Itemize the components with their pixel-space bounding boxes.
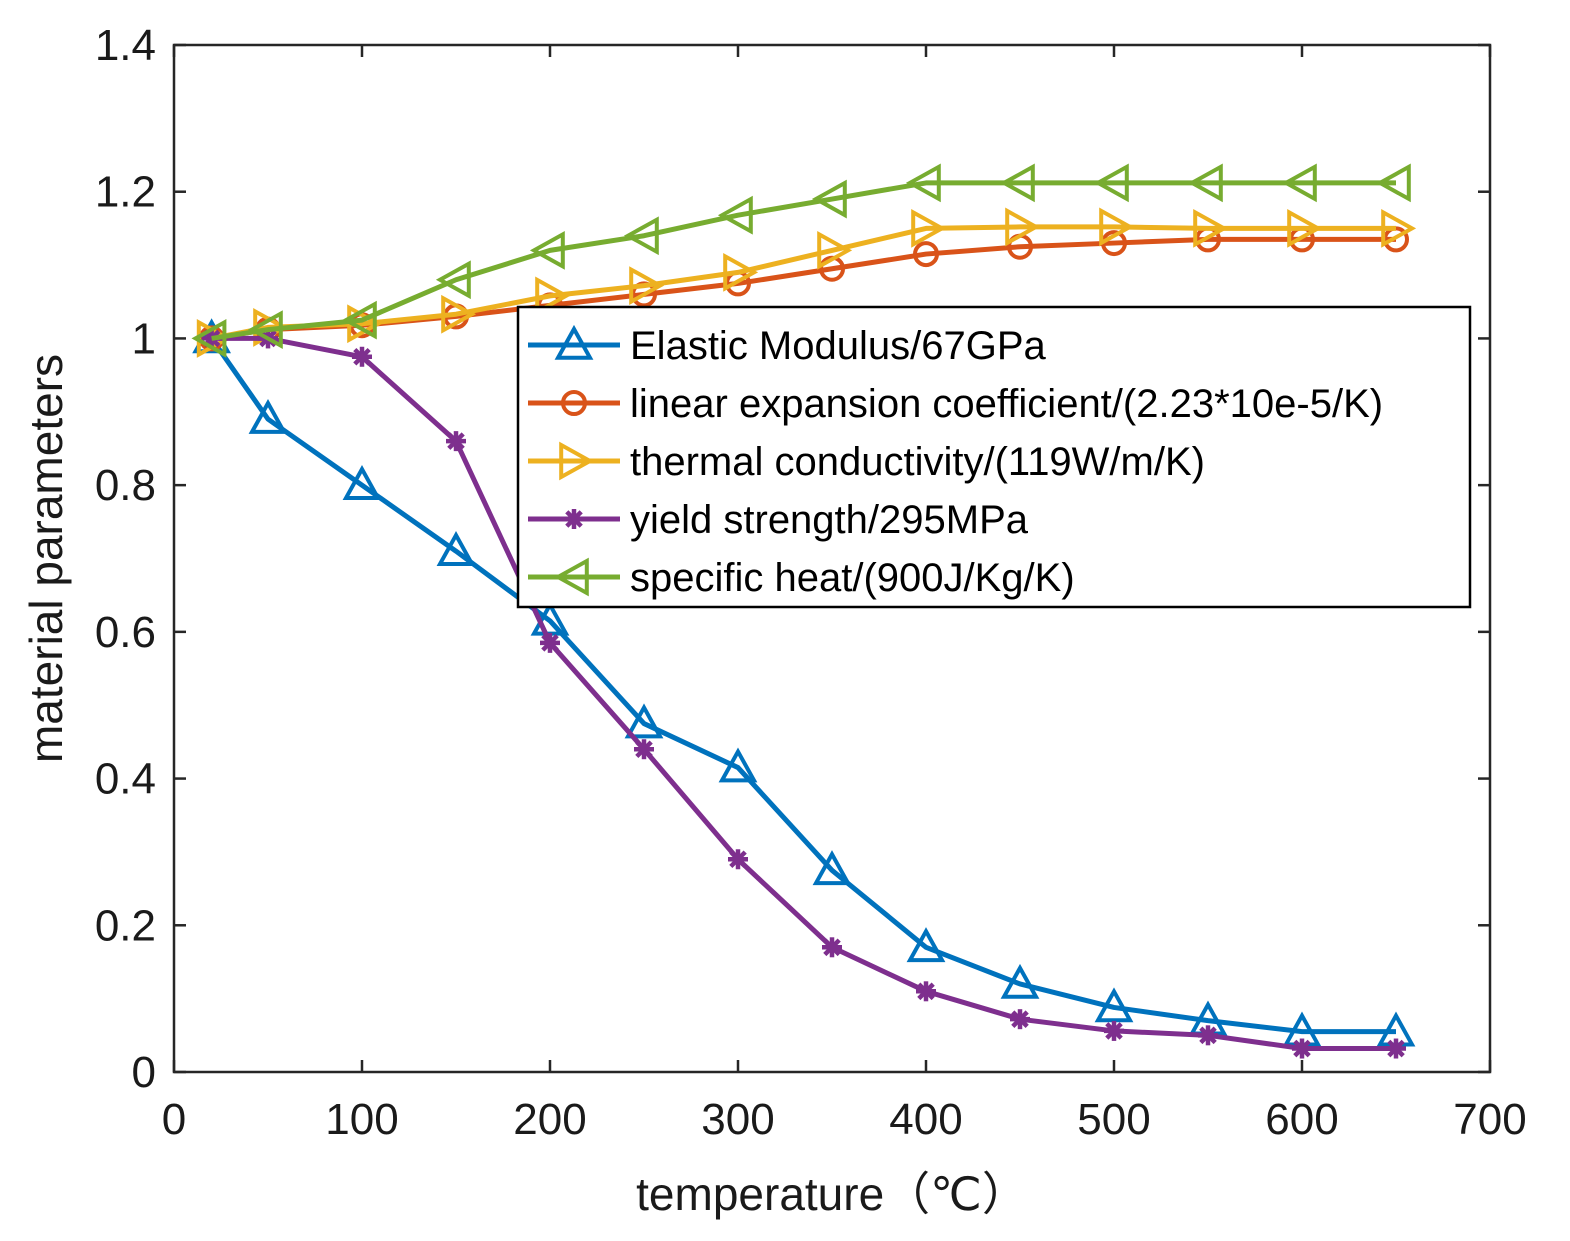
data-point bbox=[248, 399, 288, 434]
plot-frame bbox=[172, 43, 1492, 1074]
x-tick-label: 500 bbox=[1077, 1095, 1150, 1144]
legend-item: specific heat/(900J/Kg/K) bbox=[528, 556, 1075, 600]
data-point bbox=[1386, 1038, 1406, 1059]
legend-box bbox=[516, 305, 1472, 609]
series-layer bbox=[191, 163, 1417, 1059]
data-point bbox=[916, 981, 936, 1002]
data-point bbox=[634, 739, 654, 760]
y-tick-label: 0 bbox=[132, 1048, 156, 1097]
legend-swatch-marker bbox=[561, 390, 587, 416]
data-point bbox=[822, 937, 842, 958]
legend-label: thermal conductivity/(119W/m/K) bbox=[630, 440, 1205, 484]
x-tick-label: 600 bbox=[1265, 1095, 1338, 1144]
legend: Elastic Modulus/67GPa linear expansion co… bbox=[516, 305, 1472, 609]
data-point bbox=[906, 927, 946, 963]
x-tick-label: 100 bbox=[325, 1095, 398, 1144]
legend-swatch-marker bbox=[559, 441, 595, 481]
data-point bbox=[905, 163, 941, 203]
x-tick-label: 400 bbox=[889, 1095, 962, 1144]
legend-label: yield strength/295MPa bbox=[630, 498, 1029, 542]
x-tick-label: 300 bbox=[701, 1095, 774, 1144]
data-point bbox=[1094, 987, 1134, 1023]
series-2 bbox=[196, 207, 1417, 358]
data-point bbox=[812, 850, 852, 886]
data-point bbox=[352, 346, 372, 367]
legend-swatch-marker bbox=[554, 324, 594, 360]
data-point bbox=[1281, 163, 1317, 203]
x-tick-label: 700 bbox=[1453, 1095, 1526, 1144]
data-point bbox=[1292, 1038, 1312, 1059]
data-point bbox=[728, 849, 748, 870]
legend-label: linear expansion coefficient/(2.23*10e-5… bbox=[630, 382, 1383, 426]
legend-item: thermal conductivity/(119W/m/K) bbox=[528, 440, 1205, 484]
data-point bbox=[1193, 208, 1229, 248]
data-point bbox=[1000, 963, 1040, 999]
data-point bbox=[913, 241, 939, 268]
y-tick-label: 0.6 bbox=[95, 608, 156, 657]
data-point bbox=[342, 465, 382, 500]
legend-label: specific heat/(900J/Kg/K) bbox=[630, 556, 1075, 600]
data-point bbox=[1198, 1025, 1218, 1046]
data-point bbox=[446, 431, 466, 452]
legend-item: Elastic Modulus/67GPa bbox=[528, 324, 1047, 368]
legend-swatch-marker bbox=[553, 557, 589, 597]
y-tick-label: 1 bbox=[132, 314, 156, 363]
data-point bbox=[718, 747, 758, 783]
data-point bbox=[1375, 163, 1411, 203]
data-point bbox=[535, 276, 571, 316]
y-tick-label: 1.4 bbox=[95, 21, 156, 70]
y-tick-label: 0.2 bbox=[95, 901, 156, 950]
x-tick-label: 200 bbox=[513, 1095, 586, 1144]
data-point bbox=[723, 253, 759, 292]
data-point bbox=[817, 231, 853, 270]
data-point bbox=[911, 208, 947, 248]
data-point bbox=[540, 632, 560, 653]
data-point bbox=[717, 195, 753, 235]
data-point bbox=[1187, 163, 1223, 203]
y-tick-label: 0.8 bbox=[95, 461, 156, 510]
y-tick-label: 1.2 bbox=[95, 168, 156, 217]
y-tick-label: 0.4 bbox=[95, 755, 156, 804]
data-point bbox=[811, 179, 847, 219]
series-4 bbox=[191, 163, 1411, 358]
data-point bbox=[436, 531, 476, 566]
legend-swatch-marker bbox=[564, 509, 584, 529]
y-axis-label: material parameters bbox=[20, 354, 72, 763]
series-3 bbox=[201, 328, 1406, 1059]
data-point bbox=[1104, 1020, 1124, 1041]
data-point bbox=[624, 703, 664, 739]
data-point bbox=[1381, 208, 1417, 248]
legend-item: yield strength/295MPa bbox=[528, 498, 1029, 542]
x-axis-label: temperature（℃） bbox=[636, 1168, 1028, 1220]
data-point bbox=[999, 163, 1035, 203]
data-point bbox=[341, 300, 377, 340]
data-point bbox=[191, 319, 227, 358]
series-line bbox=[211, 335, 1396, 1052]
data-point bbox=[1099, 207, 1135, 247]
legend-label: Elastic Modulus/67GPa bbox=[630, 324, 1047, 368]
legend-item: linear expansion coefficient/(2.23*10e-5… bbox=[528, 382, 1383, 426]
legend-items: Elastic Modulus/67GPa linear expansion co… bbox=[528, 324, 1383, 600]
x-tick-label: 0 bbox=[162, 1095, 186, 1144]
data-point bbox=[247, 310, 283, 350]
data-point bbox=[1287, 208, 1323, 248]
data-point bbox=[529, 231, 565, 270]
data-point bbox=[1093, 163, 1129, 203]
data-point bbox=[629, 266, 665, 306]
data-point bbox=[441, 294, 477, 334]
tick-layer: 0 100 200 300 400 500 600 700 0 0.2 0.4 0.6 0.8 1 1.2 1… bbox=[95, 21, 1527, 1144]
data-point bbox=[623, 216, 659, 256]
data-point bbox=[1005, 207, 1041, 247]
data-point bbox=[435, 260, 471, 300]
data-point bbox=[1010, 1009, 1030, 1030]
